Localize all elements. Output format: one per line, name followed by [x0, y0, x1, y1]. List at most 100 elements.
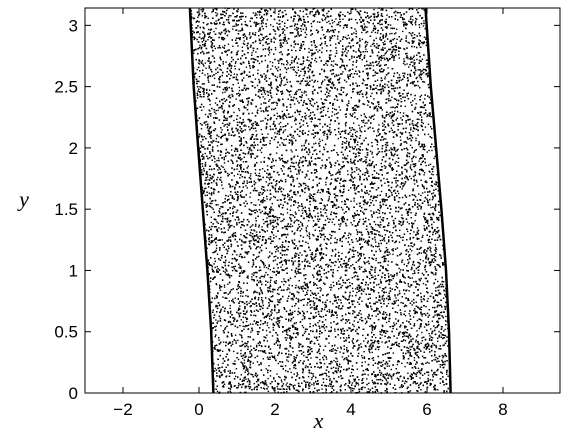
scatter-point: [250, 345, 252, 347]
scatter-point: [323, 273, 325, 275]
scatter-point: [411, 266, 413, 268]
scatter-point: [276, 102, 279, 105]
scatter-point: [410, 377, 413, 379]
scatter-point: [295, 123, 297, 125]
scatter-point: [379, 36, 381, 39]
scatter-point: [284, 36, 286, 38]
scatter-point: [206, 174, 209, 176]
scatter-point: [215, 283, 217, 285]
scatter-point: [281, 264, 284, 266]
scatter-point: [261, 292, 264, 295]
scatter-point: [328, 20, 330, 23]
scatter-point: [385, 330, 388, 332]
scatter-point: [255, 302, 257, 305]
scatter-point: [321, 18, 323, 20]
scatter-point: [356, 229, 358, 231]
scatter-point: [397, 361, 399, 363]
scatter-point: [417, 342, 419, 344]
scatter-point: [250, 234, 252, 237]
scatter-point: [223, 286, 226, 288]
scatter-point: [379, 216, 381, 218]
scatter-point: [311, 79, 313, 81]
scatter-point: [389, 115, 391, 117]
scatter-point: [413, 84, 416, 86]
scatter-point: [210, 221, 212, 224]
scatter-point: [387, 264, 389, 266]
scatter-point: [358, 290, 360, 292]
scatter-point: [425, 41, 428, 44]
scatter-point: [354, 275, 357, 277]
scatter-point: [390, 117, 392, 119]
scatter-point: [240, 287, 242, 290]
scatter-point: [272, 291, 274, 293]
scatter-point: [348, 232, 350, 234]
scatter-point: [217, 204, 219, 206]
scatter-point: [416, 181, 418, 183]
scatter-point: [264, 190, 266, 192]
scatter-point: [382, 360, 385, 362]
scatter-point: [230, 243, 232, 245]
scatter-point: [273, 37, 275, 40]
scatter-point: [369, 325, 371, 328]
scatter-point: [215, 27, 217, 30]
scatter-point: [326, 64, 329, 66]
scatter-point: [277, 287, 280, 289]
scatter-point: [228, 236, 230, 239]
scatter-point: [422, 122, 424, 125]
scatter-point: [252, 224, 254, 226]
scatter-point: [373, 114, 375, 116]
scatter-point: [236, 121, 239, 123]
scatter-point: [333, 223, 336, 226]
scatter-point: [272, 225, 274, 227]
scatter-point: [330, 265, 332, 268]
scatter-point: [406, 320, 408, 322]
scatter-point: [199, 106, 201, 108]
scatter-point: [301, 209, 303, 212]
scatter-point: [266, 226, 269, 228]
scatter-point: [306, 234, 309, 237]
scatter-point: [305, 94, 308, 96]
scatter-point: [427, 219, 429, 222]
scatter-point: [290, 126, 293, 128]
scatter-point: [439, 311, 442, 314]
scatter-point: [387, 67, 389, 69]
scatter-point: [260, 188, 263, 190]
scatter-point: [362, 211, 364, 213]
scatter-point: [269, 284, 272, 286]
scatter-point: [364, 125, 366, 127]
scatter-point: [384, 342, 386, 344]
scatter-point: [396, 28, 398, 30]
scatter-point: [265, 74, 267, 77]
scatter-point: [417, 134, 419, 136]
scatter-point: [268, 286, 271, 288]
scatter-point: [293, 155, 296, 157]
scatter-point: [293, 156, 295, 158]
scatter-point: [343, 384, 346, 386]
scatter-point: [384, 167, 386, 169]
scatter-point: [398, 345, 401, 348]
scatter-point: [213, 179, 215, 182]
scatter-point: [316, 101, 318, 104]
scatter-point: [419, 318, 422, 321]
scatter-point: [353, 272, 355, 274]
scatter-point: [409, 233, 411, 235]
scatter-point: [295, 201, 297, 204]
scatter-point: [216, 390, 219, 392]
scatter-point: [381, 200, 384, 203]
scatter-point: [360, 189, 363, 191]
scatter-point: [294, 232, 296, 234]
scatter-point: [210, 141, 212, 143]
scatter-point: [387, 172, 389, 174]
scatter-point: [447, 375, 449, 377]
scatter-point: [394, 162, 396, 164]
scatter-point: [305, 9, 307, 11]
scatter-point: [314, 44, 316, 46]
scatter-point: [267, 37, 270, 40]
scatter-point: [264, 352, 267, 354]
scatter-point: [254, 189, 257, 192]
scatter-point: [268, 84, 271, 86]
scatter-point: [382, 139, 384, 141]
scatter-point: [217, 169, 219, 171]
scatter-point: [252, 32, 254, 34]
scatter-point: [335, 178, 337, 180]
